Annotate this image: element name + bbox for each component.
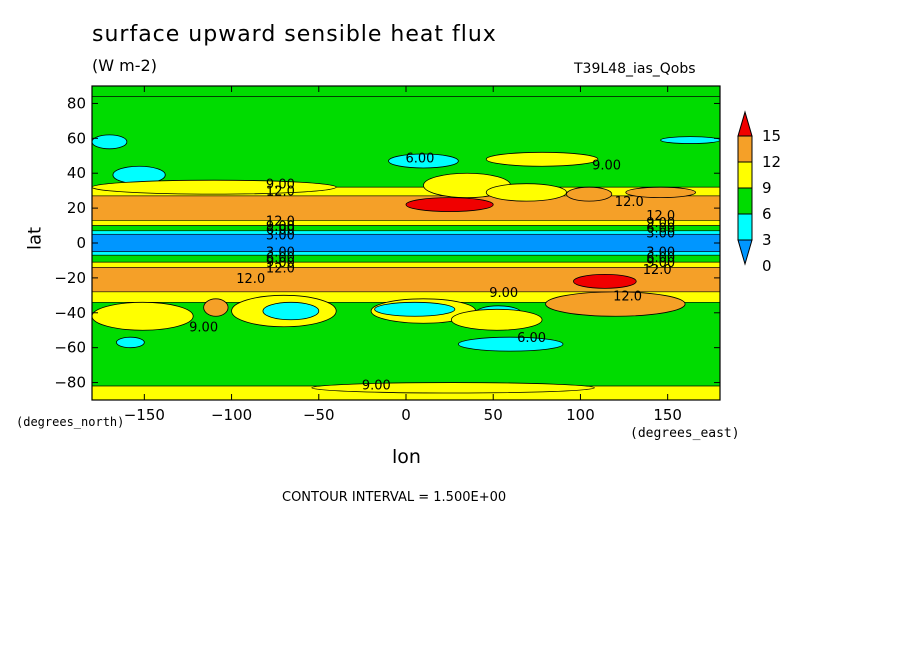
contour-label: 3.00 (266, 246, 295, 261)
contour-region (311, 382, 595, 394)
y-tick-label: 40 (67, 164, 86, 182)
contour-band (92, 233, 720, 253)
contour-region (374, 301, 456, 317)
contour-label: 6.00 (517, 331, 546, 346)
colorbar-label: 0 (762, 257, 772, 275)
contour-region (625, 186, 696, 199)
contour-label: 9.00 (362, 378, 391, 393)
contour-label: 6.00 (266, 223, 295, 238)
colorbar: 15 12 9 6 3 0 (737, 110, 781, 275)
x-tick-label: −100 (211, 406, 252, 424)
x-tick-label: 50 (484, 406, 503, 424)
contour-region (573, 273, 637, 289)
contour-region (262, 301, 320, 321)
colorbar-overflow-high (737, 110, 753, 137)
contour-label: 9.00 (266, 178, 295, 193)
contour-region (92, 179, 337, 195)
contour-band (92, 251, 720, 256)
colorbar-label: 12 (762, 153, 781, 171)
contour-label: 12.0 (266, 185, 295, 200)
contour-region (116, 336, 145, 349)
x-tick-label: −50 (303, 406, 335, 424)
y-tick-label: 0 (76, 234, 86, 252)
contour-label: 12.0 (613, 289, 642, 304)
contour-region (660, 136, 720, 144)
contour-region (566, 186, 613, 202)
colorbar-segment (737, 187, 753, 215)
y-tick-label: −80 (54, 374, 86, 392)
contour-label: 9.00 (592, 159, 621, 174)
x-tick-label: 0 (401, 406, 411, 424)
contour-region (450, 308, 543, 331)
contour-region (545, 291, 686, 317)
x-tick-label: 100 (566, 406, 595, 424)
colorbar-label: 15 (762, 127, 781, 145)
y-tick-label: −60 (54, 339, 86, 357)
contour-label: 12.0 (646, 209, 675, 224)
contour-region (485, 183, 567, 202)
contour-label: 9.00 (266, 220, 295, 235)
x-unit-label: (degrees_east) (630, 426, 740, 441)
x-axis-label: lon (392, 446, 421, 468)
colorbar-segment (737, 135, 753, 163)
contour-label: 9.00 (646, 256, 675, 271)
colorbar-segment (737, 161, 753, 189)
contour-interval-label: CONTOUR INTERVAL = 1.500E+00 (282, 490, 507, 505)
contour-label: 12.0 (643, 263, 672, 278)
contour-region (405, 197, 494, 212)
contour-region (203, 298, 229, 317)
contour-label: 12.0 (236, 272, 265, 287)
contour-region (457, 336, 564, 352)
y-tick-label: 80 (67, 94, 86, 112)
contour-region (92, 134, 128, 150)
contour-band (92, 254, 720, 263)
contour-label: 9.00 (189, 321, 218, 336)
contour-label: 3.00 (646, 246, 675, 261)
y-tick-label: 60 (67, 129, 86, 147)
run-label: T39L48_ias_Qobs (574, 61, 696, 77)
colorbar-label: 6 (762, 205, 772, 223)
contour-label: 9.00 (266, 256, 295, 271)
contour-band (92, 96, 720, 188)
contour-label: 6.00 (646, 221, 675, 236)
chart-title: surface upward sensible heat flux (92, 22, 497, 47)
y-tick-label: 20 (67, 199, 86, 217)
contour-label: 12.0 (266, 261, 295, 276)
contour-band (92, 261, 720, 268)
contour-label: 6.00 (266, 251, 295, 266)
contour-band (92, 230, 720, 235)
contour-label: 3.00 (646, 227, 675, 242)
contour-label: 6.00 (405, 152, 434, 167)
contour-label: 12.0 (615, 195, 644, 210)
contour-label: 12.0 (266, 214, 295, 229)
contour-region (92, 301, 194, 331)
contour-label: 9.00 (646, 216, 675, 231)
colorbar-segment (737, 213, 753, 241)
contour-band (92, 225, 720, 232)
y-unit-label: (degrees_north) (16, 415, 125, 429)
contour-label: 3.00 (266, 228, 295, 243)
x-tick-label: −150 (124, 406, 165, 424)
units-label: (W m-2) (92, 56, 157, 75)
contour-region (388, 153, 459, 169)
y-tick-label: −40 (54, 304, 86, 322)
contour-label: 6.00 (646, 251, 675, 266)
colorbar-label: 3 (762, 231, 772, 249)
colorbar-overflow-low (737, 239, 753, 266)
y-tick-label: −20 (54, 269, 86, 287)
contour-band (92, 220, 720, 226)
colorbar-label: 9 (762, 179, 772, 197)
contour-label: 9.00 (489, 286, 518, 301)
contour-region (485, 151, 599, 167)
x-tick-label: 150 (653, 406, 682, 424)
